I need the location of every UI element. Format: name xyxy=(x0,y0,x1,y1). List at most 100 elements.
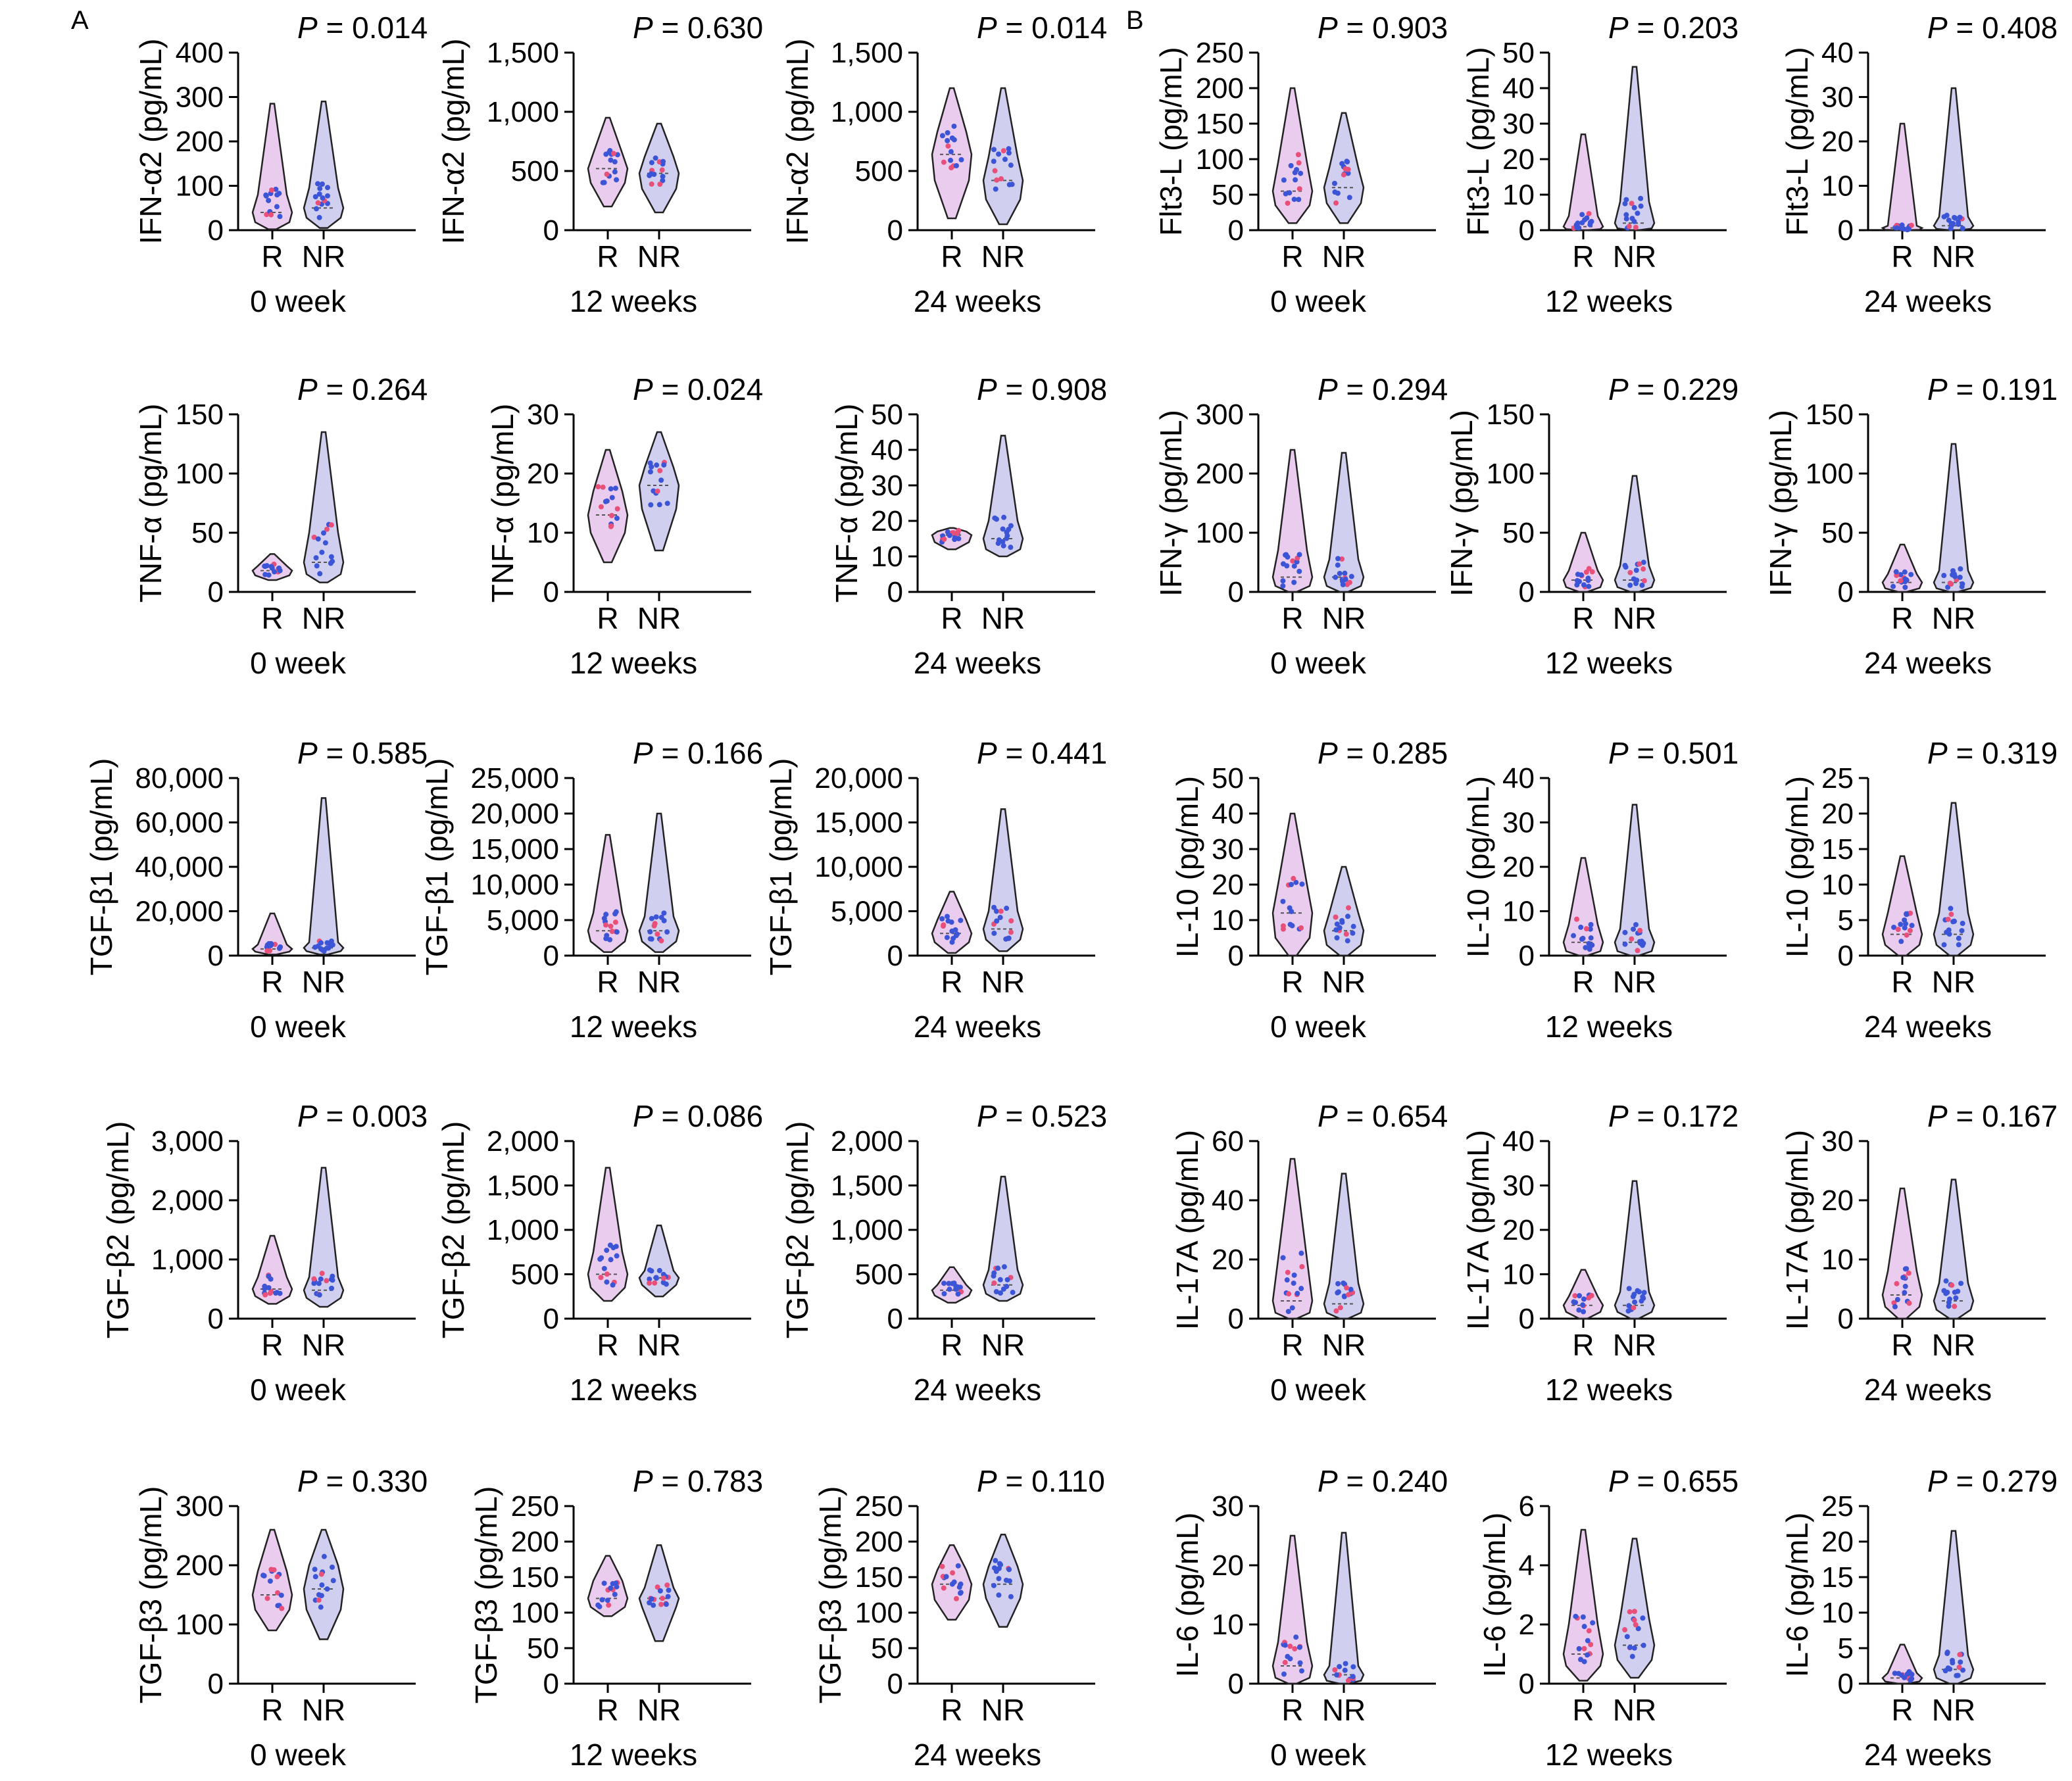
data-point xyxy=(268,1288,274,1294)
y-tick-label: 500 xyxy=(855,155,903,187)
data-point xyxy=(264,1596,270,1601)
y-axis-label: Flt3-L (pg/mL) xyxy=(1461,47,1495,235)
p-value-label: P = 0.014 xyxy=(297,11,428,45)
p-value-label: P = 0.654 xyxy=(1318,1099,1448,1133)
data-point xyxy=(1638,203,1644,209)
data-point xyxy=(941,1585,947,1591)
data-point xyxy=(1950,1660,1956,1666)
category-label: NR xyxy=(981,601,1025,635)
violin-nr xyxy=(303,431,345,583)
data-point xyxy=(328,554,334,560)
p-value-label: P = 0.264 xyxy=(297,372,428,406)
y-tick-label: 40 xyxy=(871,434,903,466)
y-tick-label: 0 xyxy=(1228,576,1244,608)
y-tick-label: 100 xyxy=(1487,458,1535,490)
y-tick-label: 200 xyxy=(511,1526,559,1558)
data-point xyxy=(660,1275,666,1281)
violin-r xyxy=(587,1555,629,1617)
data-point xyxy=(1296,1644,1302,1650)
y-tick-label: 40 xyxy=(1212,1184,1244,1217)
data-point xyxy=(1589,569,1595,575)
data-point xyxy=(1898,572,1904,577)
data-point xyxy=(1941,942,1947,948)
category-label: NR xyxy=(1613,1693,1656,1727)
violin-nr xyxy=(1933,87,1975,232)
data-point xyxy=(1574,225,1580,231)
data-point xyxy=(996,537,1002,543)
data-point xyxy=(1291,1272,1297,1278)
y-tick-label: 20 xyxy=(1212,1244,1244,1276)
y-tick-label: 10 xyxy=(1821,170,1854,203)
data-point xyxy=(939,1563,945,1569)
y-tick-label: 30 xyxy=(1212,1490,1244,1523)
data-point xyxy=(262,1286,268,1292)
p-value-text: = 0.655 xyxy=(1629,1464,1739,1498)
data-point xyxy=(330,1273,335,1279)
y-tick-label: 250 xyxy=(1196,37,1244,69)
data-point xyxy=(1284,1277,1290,1283)
y-axis-label: TGF-β3 (pg/mL) xyxy=(813,1486,847,1704)
data-point xyxy=(316,1281,322,1286)
data-point xyxy=(1630,1294,1636,1300)
category-label: R xyxy=(1891,1693,1913,1727)
data-point xyxy=(1580,1302,1586,1308)
data-point xyxy=(321,1553,327,1559)
y-axis-label: IFN-α2 (pg/mL) xyxy=(134,39,168,245)
y-axis-label: IL-10 (pg/mL) xyxy=(1170,776,1204,958)
violin-r xyxy=(587,449,629,564)
data-point xyxy=(1574,916,1580,922)
y-tick-label: 20,000 xyxy=(814,762,903,794)
p-value-text: = 0.408 xyxy=(1948,11,2058,45)
data-point xyxy=(1344,159,1350,164)
time-point-label: 12 weeks xyxy=(570,1738,697,1772)
violin-nr xyxy=(1614,66,1656,232)
y-tick-label: 10 xyxy=(871,541,903,573)
p-symbol: P xyxy=(977,11,997,45)
y-tick-label: 150 xyxy=(511,1561,559,1594)
y-tick-label: 40 xyxy=(1502,72,1535,105)
violin-nr xyxy=(982,1533,1024,1628)
data-point xyxy=(266,1273,272,1279)
data-point xyxy=(1282,1642,1288,1648)
p-value-label: P = 0.501 xyxy=(1608,736,1739,770)
y-axis-label: IFN-α2 (pg/mL) xyxy=(436,39,470,245)
data-point xyxy=(614,929,620,935)
data-point xyxy=(275,1590,281,1596)
data-point xyxy=(1285,1269,1291,1275)
data-point xyxy=(1344,1285,1350,1291)
data-point xyxy=(601,1265,607,1271)
data-point xyxy=(1586,1295,1592,1301)
data-point xyxy=(1346,195,1352,201)
category-label: NR xyxy=(1322,1693,1366,1727)
category-label: R xyxy=(1281,239,1303,274)
time-point-label: 12 weeks xyxy=(1545,1738,1673,1772)
y-tick-label: 50 xyxy=(191,517,224,549)
data-point xyxy=(1580,1614,1586,1620)
data-point xyxy=(608,157,614,163)
data-point xyxy=(262,564,268,570)
y-tick-label: 250 xyxy=(511,1490,559,1523)
violin-r xyxy=(1271,449,1314,593)
data-point xyxy=(614,515,620,521)
data-point xyxy=(656,1267,662,1273)
data-point xyxy=(1902,585,1908,591)
data-point xyxy=(1337,570,1343,576)
data-point xyxy=(1288,162,1294,168)
data-point xyxy=(660,159,666,164)
data-point xyxy=(949,928,955,934)
data-point xyxy=(660,1280,666,1286)
data-point xyxy=(954,531,960,537)
y-tick-label: 0 xyxy=(1228,1303,1244,1335)
data-point xyxy=(329,1285,335,1291)
data-point xyxy=(1639,582,1645,588)
category-label: NR xyxy=(302,239,345,274)
p-value-label: P = 0.024 xyxy=(633,372,763,406)
y-tick-label: 30 xyxy=(1502,108,1535,140)
data-point xyxy=(1335,1281,1341,1286)
data-point xyxy=(318,1593,324,1599)
data-point xyxy=(1640,560,1646,566)
data-point xyxy=(941,1281,947,1286)
